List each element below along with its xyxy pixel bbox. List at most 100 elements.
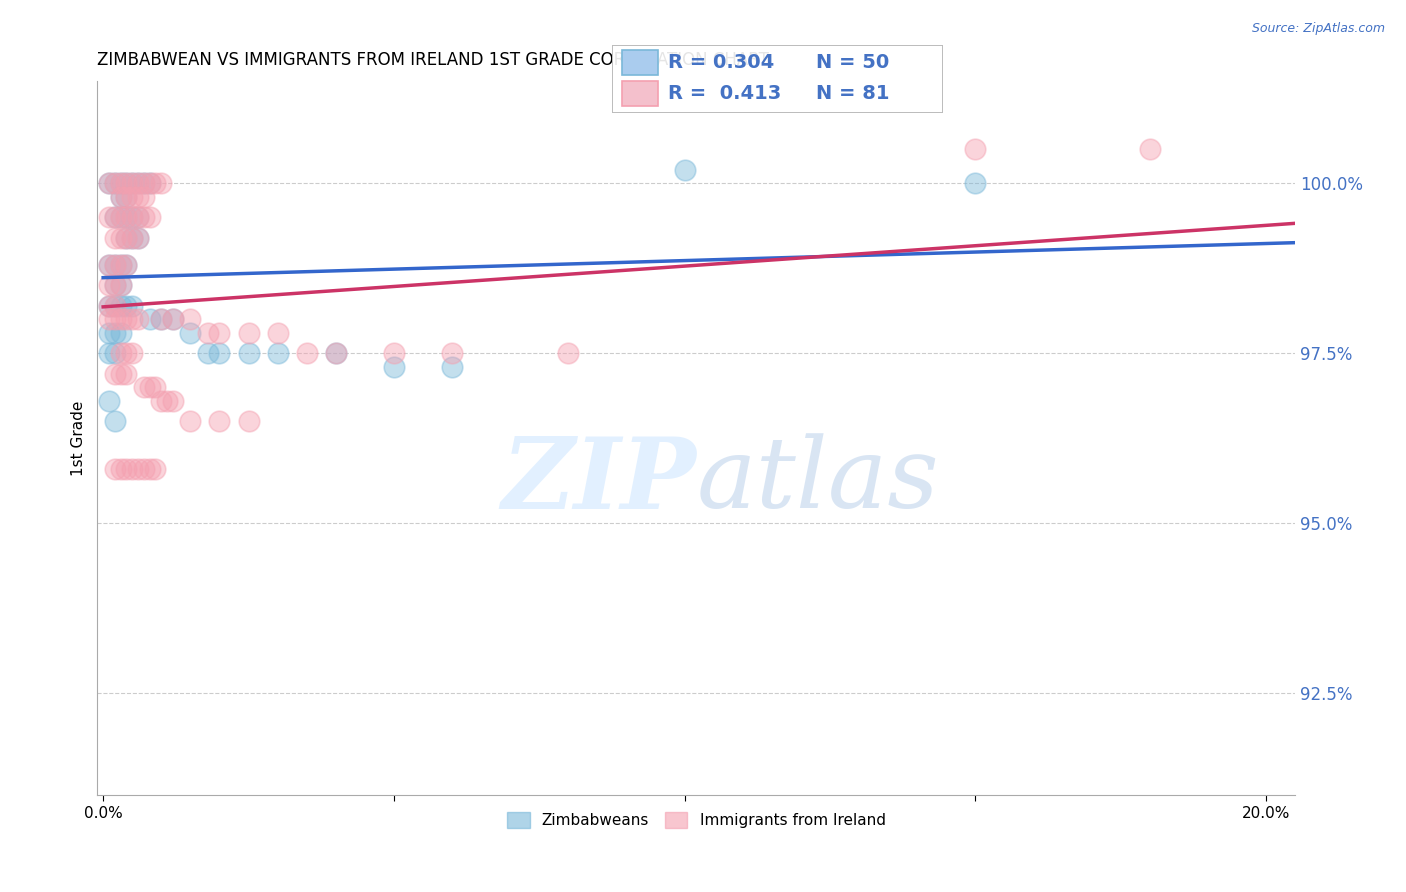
FancyBboxPatch shape [621, 81, 658, 106]
Point [104, 231, 127, 245]
Point [115, 190, 138, 204]
Point [162, 312, 184, 326]
Point [179, 326, 201, 340]
Point [150, 312, 173, 326]
Point [98, 177, 121, 191]
Point [104, 258, 127, 272]
Point [98, 258, 121, 272]
Point [145, 462, 167, 476]
Point [115, 462, 138, 476]
Text: R =  0.413: R = 0.413 [668, 84, 780, 103]
Point [138, 380, 160, 394]
Point [132, 462, 155, 476]
Point [440, 359, 463, 374]
Point [127, 177, 149, 191]
Point [115, 258, 138, 272]
Point [208, 414, 231, 428]
Point [104, 258, 127, 272]
Point [197, 326, 219, 340]
Point [104, 462, 127, 476]
Point [115, 312, 138, 326]
Point [104, 367, 127, 381]
Text: N = 81: N = 81 [817, 84, 890, 103]
Point [104, 299, 127, 313]
Text: R = 0.304: R = 0.304 [668, 54, 775, 72]
Point [127, 312, 149, 326]
Point [295, 346, 318, 360]
Point [104, 326, 127, 340]
Point [104, 177, 127, 191]
Point [98, 258, 121, 272]
Point [110, 177, 132, 191]
Point [179, 312, 201, 326]
Point [145, 380, 167, 394]
Point [121, 231, 143, 245]
Point [110, 190, 132, 204]
Point [110, 211, 132, 225]
Point [121, 190, 143, 204]
Point [115, 190, 138, 204]
Point [162, 394, 184, 409]
Point [104, 312, 127, 326]
Point [138, 177, 160, 191]
Text: ZIP: ZIP [501, 433, 696, 530]
Point [115, 231, 138, 245]
Point [965, 142, 987, 156]
Point [115, 367, 138, 381]
Point [132, 177, 155, 191]
Text: N = 50: N = 50 [817, 54, 890, 72]
Point [98, 211, 121, 225]
Text: atlas: atlas [696, 434, 939, 529]
Point [110, 258, 132, 272]
Point [121, 177, 143, 191]
Point [132, 177, 155, 191]
Point [162, 312, 184, 326]
Point [127, 190, 149, 204]
Point [121, 312, 143, 326]
Point [325, 346, 347, 360]
Point [965, 177, 987, 191]
Point [127, 211, 149, 225]
Point [104, 177, 127, 191]
Point [121, 231, 143, 245]
Point [121, 211, 143, 225]
Point [266, 346, 288, 360]
Point [110, 346, 132, 360]
Point [115, 211, 138, 225]
Point [266, 326, 288, 340]
Point [127, 211, 149, 225]
Point [238, 346, 260, 360]
Point [382, 346, 405, 360]
Point [110, 278, 132, 293]
Point [132, 211, 155, 225]
Point [98, 299, 121, 313]
Point [208, 346, 231, 360]
Point [382, 359, 405, 374]
Point [110, 190, 132, 204]
Point [110, 258, 132, 272]
Point [156, 394, 179, 409]
Point [115, 211, 138, 225]
Point [115, 258, 138, 272]
Point [208, 326, 231, 340]
Point [110, 367, 132, 381]
Point [98, 299, 121, 313]
Point [110, 177, 132, 191]
Point [127, 177, 149, 191]
Point [98, 312, 121, 326]
Point [104, 414, 127, 428]
Point [138, 462, 160, 476]
Point [98, 326, 121, 340]
Point [110, 312, 132, 326]
Point [238, 414, 260, 428]
Point [121, 177, 143, 191]
Point [104, 278, 127, 293]
FancyBboxPatch shape [621, 50, 658, 76]
Point [127, 462, 149, 476]
Text: ZIMBABWEAN VS IMMIGRANTS FROM IRELAND 1ST GRADE CORRELATION CHART: ZIMBABWEAN VS IMMIGRANTS FROM IRELAND 1S… [97, 51, 769, 69]
Point [110, 231, 132, 245]
Point [238, 326, 260, 340]
Point [121, 346, 143, 360]
Point [110, 299, 132, 313]
Point [121, 211, 143, 225]
